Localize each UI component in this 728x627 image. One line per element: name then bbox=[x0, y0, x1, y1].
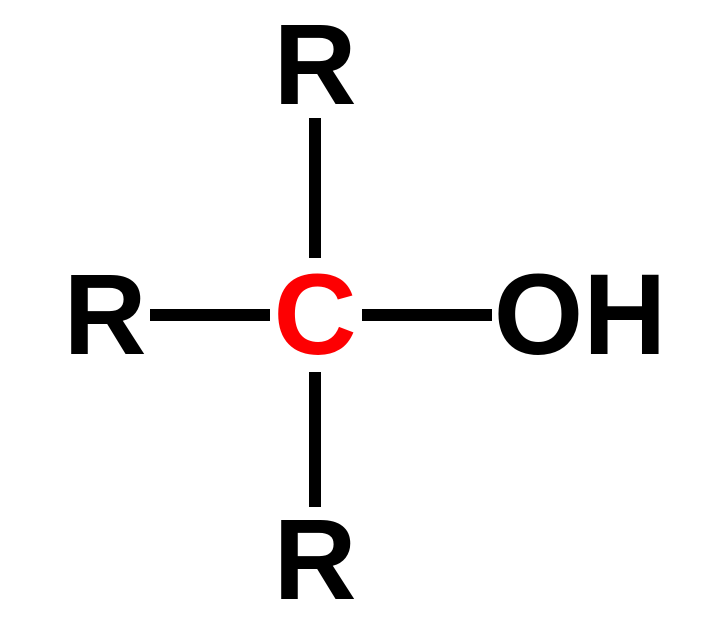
bond-right bbox=[362, 309, 492, 321]
atom-left-r-group: R bbox=[63, 249, 146, 381]
bond-top bbox=[309, 118, 321, 258]
bond-bottom bbox=[309, 372, 321, 507]
atom-top-r-group: R bbox=[273, 0, 356, 131]
atom-center-carbon: C bbox=[273, 249, 356, 381]
atom-bottom-r-group: R bbox=[273, 494, 356, 626]
atom-right-hydroxyl: OH bbox=[494, 249, 667, 381]
bond-left bbox=[150, 309, 270, 321]
